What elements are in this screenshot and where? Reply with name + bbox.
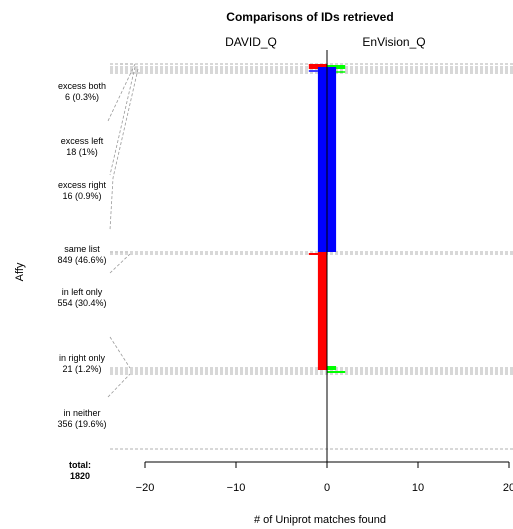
bar xyxy=(308,64,327,69)
x-axis: −20 −10 0 10 20 xyxy=(136,50,513,494)
right-heading: EnVision_Q xyxy=(362,35,425,49)
category-count: 18 (1%) xyxy=(66,147,98,157)
category-count: 21 (1.2%) xyxy=(62,364,101,374)
category-count: 16 (0.9%) xyxy=(62,191,101,201)
x-tick-label: 20 xyxy=(503,482,513,494)
x-tick-label: 10 xyxy=(412,482,424,494)
category-name: in left only xyxy=(62,287,103,297)
category-count: 554 (30.4%) xyxy=(57,298,106,308)
connector-line-7 xyxy=(107,373,131,398)
x-tick-label: −20 xyxy=(136,482,155,494)
category-count: 6 (0.3%) xyxy=(65,92,99,102)
bar xyxy=(317,252,327,370)
connector-line-5 xyxy=(109,253,131,274)
y-axis-label: Affy xyxy=(14,262,26,281)
category-count: 356 (19.6%) xyxy=(57,419,106,429)
connector-line-2 xyxy=(109,68,139,231)
left-heading: DAVID_Q xyxy=(225,35,277,49)
bar xyxy=(327,366,337,370)
connector-line-1 xyxy=(109,66,136,176)
connector-line-0 xyxy=(107,63,136,122)
guide-lines xyxy=(107,63,513,450)
category-name: excess both xyxy=(58,81,106,91)
x-axis-label: # of Uniprot matches found xyxy=(254,514,386,526)
chart-title: Comparisons of IDs retrieved xyxy=(226,10,393,24)
category-name: same list xyxy=(64,244,100,254)
category-name: in neither xyxy=(63,408,100,418)
total-label: total: xyxy=(69,460,91,470)
x-tick-label: 0 xyxy=(324,482,330,494)
connector-line-6 xyxy=(109,336,131,369)
x-tick-label: −10 xyxy=(227,482,246,494)
category-name: excess right xyxy=(58,180,107,190)
category-name: in right only xyxy=(59,353,106,363)
category-name: excess left xyxy=(61,136,104,146)
total-value: 1820 xyxy=(70,471,90,481)
category-count: 849 (46.6%) xyxy=(57,255,106,265)
